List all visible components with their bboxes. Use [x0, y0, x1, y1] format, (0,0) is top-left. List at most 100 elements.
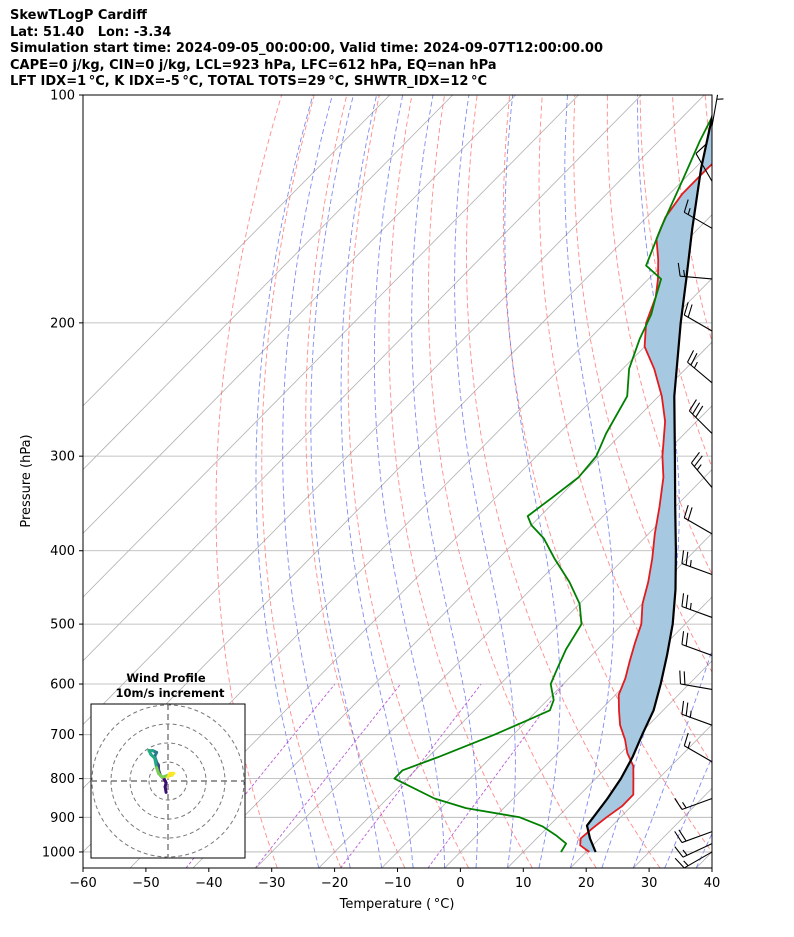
barb-staff [682, 843, 713, 858]
hodograph: Wind Profile 10m/s increment [90, 671, 246, 859]
barb-flag [677, 262, 681, 277]
moist-adiabat [340, 95, 414, 868]
isotherm [83, 95, 453, 471]
moist-adiabat [601, 95, 680, 868]
isotherm [381, 532, 712, 868]
barb-half-flag [682, 849, 688, 856]
barb-staff [681, 563, 713, 576]
barb-staff [695, 153, 713, 182]
barb-flag [690, 451, 700, 464]
moist-adiabat [411, 95, 478, 868]
barb-staff [684, 517, 713, 535]
barb-staff [681, 798, 713, 810]
barb-staff [711, 94, 719, 127]
wind-barb [683, 302, 713, 332]
wind-barb [695, 144, 713, 182]
isotherm [507, 660, 712, 868]
barb-flag [681, 700, 685, 715]
barb-flag [674, 797, 683, 810]
moist-adiabat [310, 95, 383, 868]
hodograph-trace-segment [153, 756, 159, 770]
isotherm [633, 787, 712, 868]
isotherm [83, 95, 705, 726]
barb-staff [684, 851, 713, 869]
moist-adiabat [454, 95, 516, 868]
barb-staff [681, 713, 713, 726]
barb-half-flag [689, 559, 692, 567]
wind-barb [690, 451, 713, 488]
wind-barb [679, 670, 713, 691]
moist-adiabat [632, 648, 712, 868]
x-axis-label: Temperature ( °C) [339, 897, 455, 912]
wind-barb [681, 631, 713, 656]
wind-barb [681, 700, 713, 726]
x-tick-label: 30 [641, 876, 658, 891]
barb-half-flag [689, 710, 692, 718]
barb-flag [681, 593, 685, 607]
barb-flag [693, 455, 703, 467]
barb-flag [687, 507, 693, 521]
barb-flag [683, 732, 689, 746]
location-line: Lat: 51.40 Lon: -3.34 [10, 24, 172, 40]
moist-adiabat [504, 95, 561, 868]
isotherm [570, 723, 712, 868]
y-tick-label: 900 [50, 811, 75, 826]
wind-barb [674, 797, 713, 810]
barb-staff [687, 361, 713, 384]
cape-cin-line: CAPE=0 j/kg, CIN=0 j/kg, LCL=923 hPa, LF… [10, 57, 497, 73]
barb-flag [685, 702, 689, 716]
dry-adiabat [261, 95, 342, 868]
dry-adiabat [738, 95, 794, 868]
figure-header: SkewTLogP Cardiff Lat: 51.40 Lon: -3.34 … [10, 8, 603, 91]
x-tick-label: 10 [515, 876, 532, 891]
dry-adiabat [770, 95, 794, 868]
simulation-time-line: Simulation start time: 2024-09-05_00:00:… [10, 41, 603, 56]
parcel-profile [585, 112, 712, 853]
y-axis-label: Pressure (hPa) [19, 434, 34, 527]
isotherm [318, 469, 712, 868]
isotherm [129, 277, 712, 868]
barb-staff [681, 643, 713, 656]
barb-staff [684, 314, 713, 332]
moist-adiabat [664, 755, 712, 868]
isotherm [695, 851, 712, 868]
barb-flag [695, 144, 707, 154]
wind-barb [688, 399, 713, 434]
wind-barb [683, 732, 713, 763]
dry-adiabat [573, 95, 712, 673]
moist-adiabat [282, 95, 351, 868]
barb-staff [684, 211, 713, 229]
wind-barbs [674, 94, 724, 869]
barb-flag [683, 504, 689, 519]
hodograph-title: Wind Profile [126, 671, 206, 685]
x-tick-label: 20 [578, 876, 595, 891]
wind-barb [681, 550, 713, 576]
dry-adiabat [347, 95, 470, 868]
y-tick-label: 1000 [42, 845, 75, 860]
barb-staff [691, 462, 713, 488]
barb-flag [683, 199, 689, 213]
isotherm [83, 95, 391, 407]
moist-adiabat [373, 95, 446, 868]
dry-adiabat [305, 95, 406, 868]
dry-adiabat [388, 95, 533, 868]
parcel-shading [580, 117, 712, 852]
barb-half-flag [696, 464, 702, 471]
barb-flag [674, 846, 684, 858]
mixing-ratio-line [427, 683, 564, 868]
barb-staff [680, 683, 713, 691]
barb-half-flag [682, 802, 687, 809]
barb-staff [681, 831, 713, 844]
barb-staff [684, 745, 713, 763]
dry-adiabat [427, 95, 597, 868]
wind-barb [711, 94, 724, 127]
wind-barb [683, 504, 713, 535]
wind-barb [674, 843, 713, 858]
wind-barb [674, 829, 713, 844]
wind-barb [674, 851, 713, 869]
barb-half-flag [687, 741, 691, 749]
figure-title: SkewTLogP Cardiff [10, 8, 147, 23]
wind-barb [686, 350, 713, 384]
barb-flag [687, 304, 693, 318]
